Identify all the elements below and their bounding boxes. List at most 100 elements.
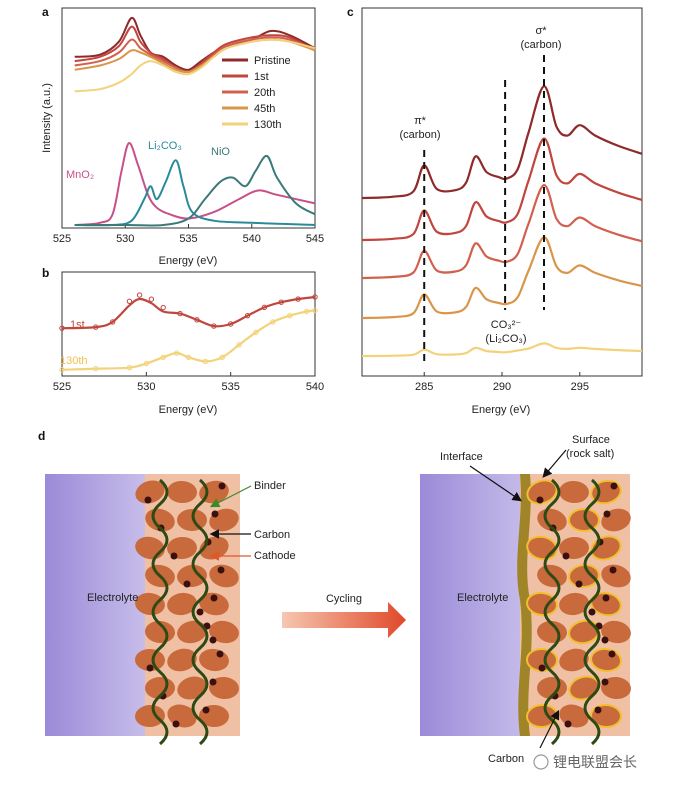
panel-b-label: b — [42, 266, 49, 280]
data-point — [211, 323, 217, 329]
carbon-particle — [209, 636, 217, 644]
data-point — [287, 312, 293, 319]
panel-b: 525 530 535 540 Energy (eV) 1st 130th — [53, 271, 324, 416]
panel-a-xlabel: Energy (eV) — [159, 255, 218, 267]
annotation-130th: 130th — [60, 355, 88, 367]
carbon-particle — [594, 706, 602, 714]
carbon-particle — [609, 566, 617, 574]
data-point — [185, 354, 192, 360]
schematic-after-cycling: Electrolyte Interface Surface (rock salt… — [420, 434, 631, 765]
cathode-particle — [209, 676, 239, 700]
cycling-arrow: Cycling — [282, 593, 406, 638]
carbon-particle — [196, 608, 204, 616]
annotation-pi-sub: (carbon) — [400, 129, 441, 141]
annotation-co3-sub: (Li₂CO₃) — [485, 333, 526, 345]
data-point — [59, 325, 65, 331]
watermark: 锂电联盟会长 — [533, 754, 637, 771]
data-point — [177, 310, 183, 317]
cathode-particle — [559, 648, 589, 672]
cathode-particle — [135, 592, 165, 616]
legend-entry: 130th — [254, 119, 282, 131]
legend-entry: 1st — [254, 71, 269, 83]
data-point — [244, 312, 251, 319]
data-point — [312, 294, 318, 300]
series-line — [74, 159, 316, 227]
annotation-nio: NiO — [211, 146, 230, 158]
data-point — [148, 296, 155, 302]
cathode-particle — [167, 648, 197, 672]
binder-pointer — [209, 485, 252, 508]
annotation-1st: 1st — [70, 319, 85, 331]
x-tick-label: 530 — [116, 233, 134, 245]
data-point — [236, 342, 242, 348]
series-line — [74, 142, 316, 226]
data-point — [312, 307, 318, 314]
annotation-co3: CO₃²⁻ — [491, 319, 522, 331]
cathode-particle — [526, 591, 558, 617]
x-tick-label: 530 — [137, 381, 155, 393]
binder-strand — [543, 478, 561, 746]
cathode-particle — [559, 480, 589, 504]
data-point — [93, 366, 99, 372]
surface-pointer — [542, 449, 567, 478]
x-tick-label: 540 — [243, 233, 261, 245]
cathode-particle — [209, 564, 239, 588]
panel-a: 525 530 535 540 545 Energy (eV) Intensity (a… — [41, 7, 324, 267]
series-line — [74, 155, 316, 227]
x-tick-label: 535 — [179, 233, 197, 245]
carbon-particle — [183, 580, 191, 588]
binder-strand — [583, 478, 601, 746]
x-tick-label: 290 — [493, 381, 511, 393]
series-line — [61, 309, 316, 371]
annotation-sigma-sub: (carbon) — [521, 39, 562, 51]
panel-a-ylabel: Intensity (a.u.) — [41, 83, 53, 153]
annotation-sigma-star: σ* — [535, 25, 547, 37]
data-point — [194, 317, 200, 323]
carbon-particle — [211, 510, 219, 518]
data-point — [278, 299, 284, 305]
carbon-particle — [603, 510, 611, 518]
data-point — [136, 292, 143, 298]
carbon-particle — [170, 552, 178, 560]
cathode-particle — [177, 509, 207, 531]
cathode-particle — [601, 564, 631, 588]
electrolyte-label-left: Electrolyte — [87, 592, 138, 604]
series-line — [361, 183, 643, 280]
data-point — [270, 319, 276, 325]
x-tick-label: 295 — [571, 381, 589, 393]
cathode-particle — [177, 564, 207, 588]
cathode-particle — [135, 480, 165, 504]
data-point — [261, 304, 268, 311]
binder-strand — [191, 478, 209, 746]
panel-c-xlabel: Energy (eV) — [472, 404, 531, 416]
interface-pointer — [469, 465, 522, 502]
cathode-particle — [601, 620, 631, 644]
x-tick-label: 525 — [53, 233, 71, 245]
cathode-particle — [135, 704, 165, 728]
cathode-particle — [568, 508, 600, 532]
panel-d-label: d — [38, 429, 45, 443]
watermark-text: 锂电联盟会长 — [553, 755, 637, 771]
cathode-particle — [177, 676, 207, 700]
carbon-particle — [610, 482, 618, 490]
interface-layer — [517, 474, 532, 736]
panel-a-label: a — [42, 5, 49, 19]
binder-label: Binder — [254, 480, 286, 492]
electrolyte-label-right: Electrolyte — [457, 592, 508, 604]
x-tick-label: 545 — [306, 233, 324, 245]
cycling-label: Cycling — [326, 593, 362, 605]
carbon-bottom-label: Carbon — [488, 753, 524, 765]
carbon-particle — [538, 664, 546, 672]
carbon-bottom-pointer — [539, 709, 560, 749]
cycling-arrow-shape — [282, 602, 406, 638]
data-point — [143, 360, 150, 367]
data-point — [219, 354, 225, 360]
panel-b-frame — [61, 271, 316, 377]
cathode-label: Cathode — [254, 550, 296, 562]
carbon-particle — [217, 566, 225, 574]
carbon-particle — [602, 594, 610, 602]
carbon-particle — [210, 594, 218, 602]
carbon-particle — [562, 552, 570, 560]
carbon-particle — [144, 496, 152, 504]
data-point — [160, 354, 166, 360]
